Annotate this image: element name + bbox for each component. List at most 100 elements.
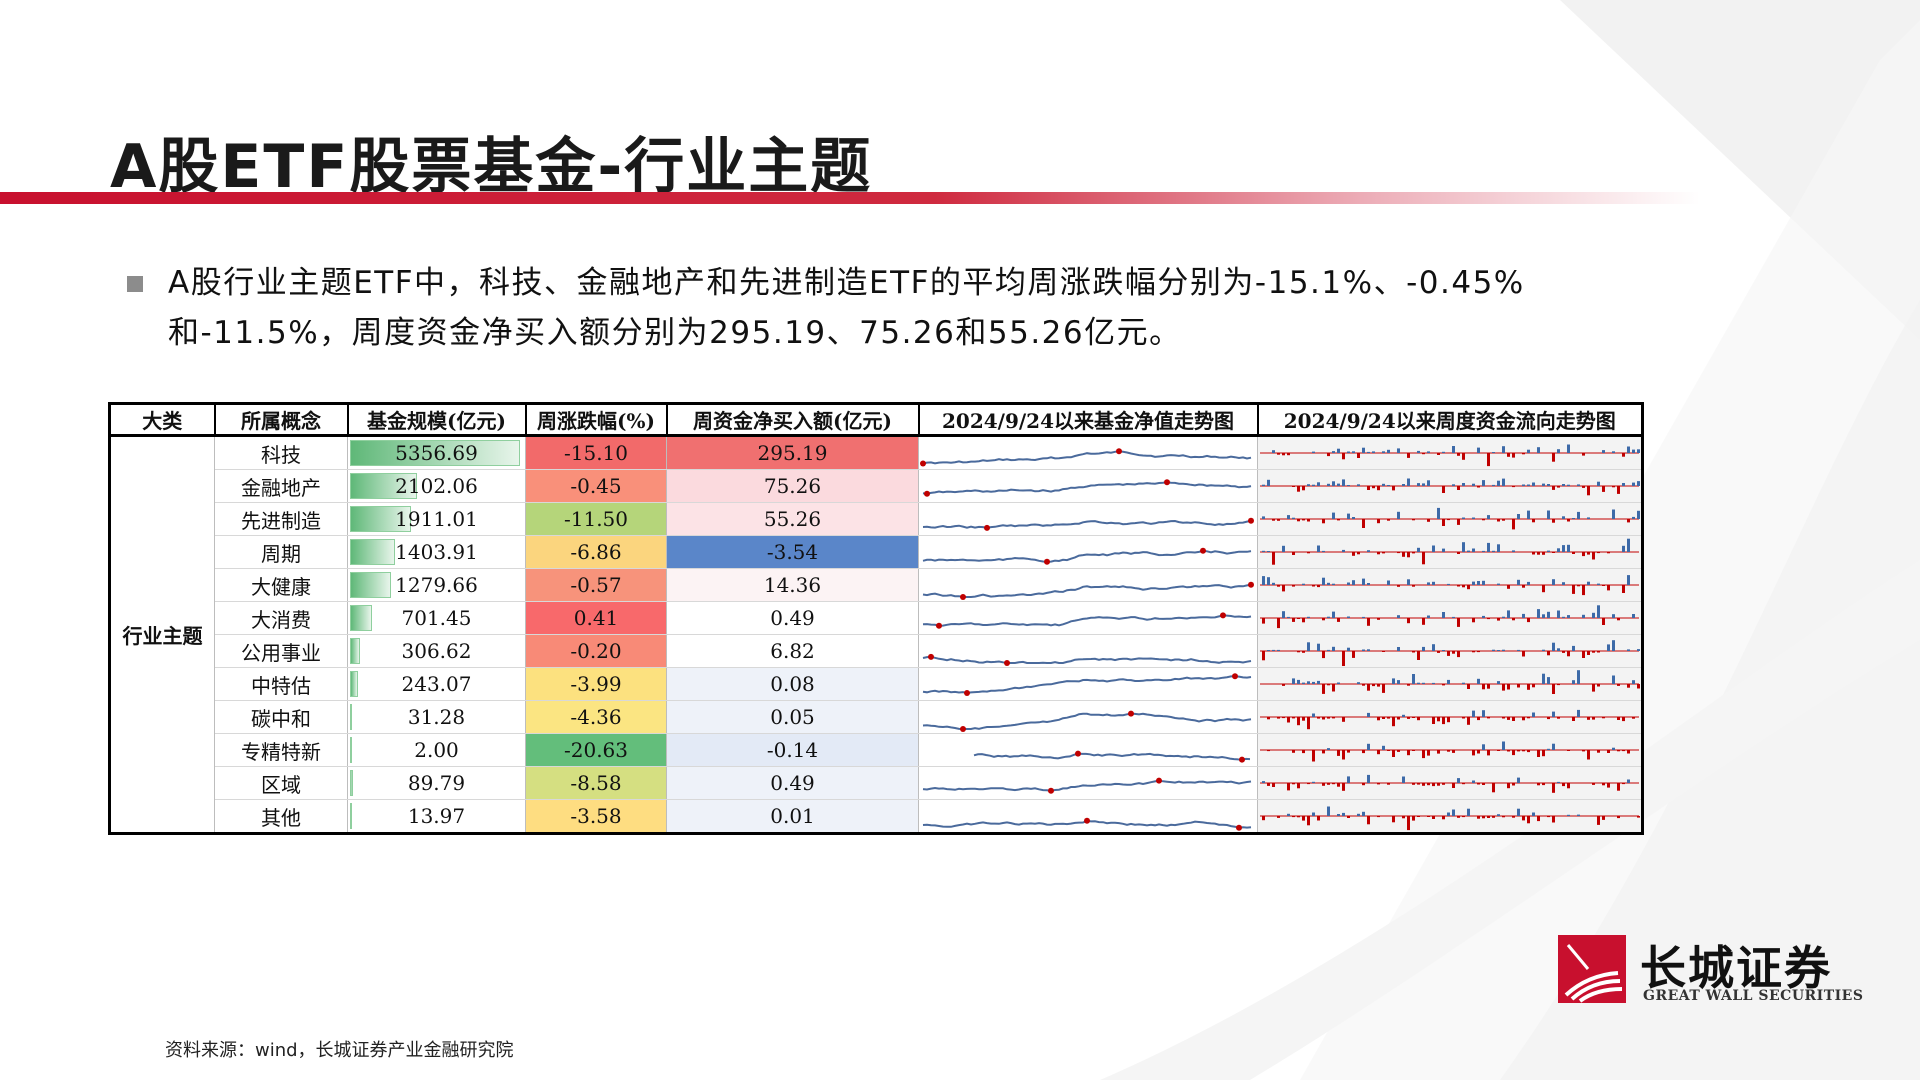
nav-sparkline [922,547,1252,565]
nav-sparkline [922,777,1252,794]
flow-sparkline-cell [1257,601,1643,635]
table-row: 周期 1403.91 -6.86 -3.54 [110,535,1643,569]
scale-databar [350,572,391,598]
nav-sparkline-cell [918,799,1258,834]
change-cell: -15.10 [525,435,667,470]
concept-cell: 其他 [214,799,348,834]
concept-cell: 中特估 [214,667,348,701]
category-cell: 行业主题 [109,435,215,834]
nav-sparkline [922,612,1252,629]
page-title: A股ETF股票基金-行业主题 [110,132,873,202]
scale-databar [350,638,360,664]
header-flow: 周资金净买入额(亿元) [665,402,920,437]
header-flow-trend: 2024/9/24以来周度资金流向走势图 [1256,402,1644,437]
nav-sparkline [922,653,1252,666]
table-row: 先进制造 1911.01 -11.50 55.26 [110,502,1643,536]
concept-cell: 区域 [214,766,348,800]
scale-databar [350,737,352,763]
flow-cell: 0.08 [666,667,919,701]
flow-sparkline-cell [1257,535,1643,569]
logo-name-cn: 长城证券 [1640,941,1832,995]
change-cell: -20.63 [525,733,667,767]
scale-cell: 2.00 [347,733,526,767]
flow-cell: 75.26 [666,469,919,503]
concept-cell: 先进制造 [214,502,348,536]
nav-sparkline [922,581,1254,600]
nav-sparkline [922,673,1252,696]
flow-sparkline-cell [1257,435,1643,470]
table-row: 公用事业 306.62 -0.20 6.82 [110,634,1643,668]
table-row: 金融地产 2102.06 -0.45 75.26 [110,469,1643,503]
scale-value: 5356.69 [395,441,478,465]
flow-cell: -3.54 [666,535,919,569]
table-row: 其他 13.97 -3.58 0.01 [110,799,1643,834]
scale-cell: 701.45 [347,601,526,635]
flow-cell: -0.14 [666,733,919,767]
scale-value: 1279.66 [395,573,478,597]
nav-sparkline-cell [918,469,1258,503]
table-header-row: 大类 所属概念 基金规模(亿元) 周涨跌幅(%) 周资金净买入额(亿元) 202… [108,402,1644,437]
change-cell: -11.50 [525,502,667,536]
summary-text: A股行业主题ETF中，科技、金融地产和先进制造ETF的平均周涨跌幅分别为-15.… [168,265,1525,351]
change-cell: -6.86 [525,535,667,569]
flow-sparkline [1260,575,1639,596]
concept-cell: 科技 [214,435,348,470]
nav-sparkline-cell [918,634,1258,668]
nav-sparkline-cell [918,502,1258,536]
flow-sparkline-cell [1257,502,1643,536]
flow-sparkline [1260,538,1639,565]
scale-value: 701.45 [401,606,472,630]
scale-databar [350,605,373,631]
nav-sparkline-cell [918,435,1258,470]
nav-sparkline [973,750,1251,763]
scale-cell: 5356.69 [347,435,526,470]
concept-cell: 周期 [214,535,348,569]
header-concept: 所属概念 [213,402,349,437]
scale-cell: 1279.66 [347,568,526,602]
scale-cell: 306.62 [347,634,526,668]
flow-cell: 55.26 [666,502,919,536]
flow-sparkline [1260,507,1640,530]
table-row: 区域 89.79 -8.58 0.49 [110,766,1643,800]
scale-databar [350,440,520,466]
scale-cell: 13.97 [347,799,526,834]
concept-cell: 大消费 [214,601,348,635]
change-cell: 0.41 [525,601,667,635]
nav-sparkline-cell [918,601,1258,635]
flow-sparkline-cell [1257,634,1643,668]
nav-sparkline-cell [918,766,1258,800]
change-cell: -4.36 [525,700,667,734]
concept-cell: 公用事业 [214,634,348,668]
flow-sparkline-cell [1257,667,1643,701]
flow-cell: 295.19 [666,435,919,470]
flow-cell: 0.01 [666,799,919,834]
scale-value: 13.97 [407,804,466,828]
header-nav-trend: 2024/9/24以来基金净值走势图 [917,402,1259,437]
change-cell: -3.58 [525,799,667,834]
flow-sparkline-cell [1257,766,1643,800]
flow-sparkline [1260,806,1640,831]
table-row: 大消费 701.45 0.41 0.49 [110,601,1643,635]
change-cell: -0.57 [525,568,667,602]
change-cell: -0.45 [525,469,667,503]
table-row: 碳中和 31.28 -4.36 0.05 [110,700,1643,734]
scale-value: 306.62 [401,639,472,663]
title-underline [0,192,1700,204]
flow-sparkline-cell [1257,799,1643,834]
nav-sparkline [922,817,1252,831]
table-row: 中特估 243.07 -3.99 0.08 [110,667,1643,701]
nav-sparkline [922,517,1254,531]
flow-cell: 0.49 [666,601,919,635]
flow-cell: 6.82 [666,634,919,668]
scale-databar [350,539,395,565]
table-row: 大健康 1279.66 -0.57 14.36 [110,568,1643,602]
scale-cell: 89.79 [347,766,526,800]
flow-sparkline [1260,605,1639,629]
flow-sparkline [1260,640,1640,666]
concept-cell: 金融地产 [214,469,348,503]
nav-sparkline [920,448,1252,467]
table-row: 专精特新 2.00 -20.63 -0.14 [110,733,1643,767]
scale-databar [350,803,352,829]
header-change: 周涨跌幅(%) [524,402,668,437]
